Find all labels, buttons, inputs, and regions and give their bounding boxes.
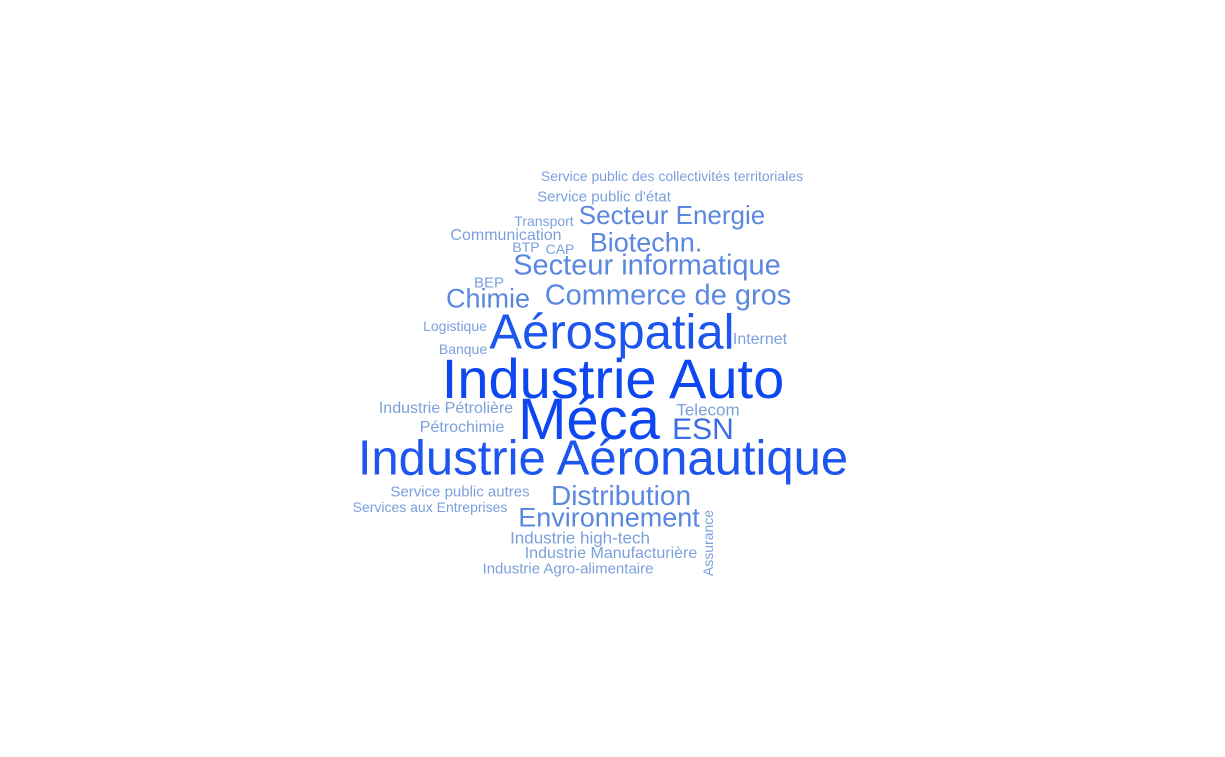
- word-industrie-high-tech: Industrie high-tech: [510, 530, 650, 547]
- word-industrie-petroliere: Industrie Pétrolière: [379, 401, 513, 417]
- word-service-public-collectivites: Service public des collectivités territo…: [541, 169, 803, 183]
- word-industrie-agro-alimentaire: Industrie Agro-alimentaire: [483, 562, 654, 577]
- word-service-public-autres: Service public autres: [390, 485, 529, 500]
- word-industrie-aeronautique: Industrie Aéronautique: [358, 435, 848, 484]
- word-services-aux-entreprises: Services aux Entreprises: [353, 500, 508, 514]
- word-assurance: Assurance: [701, 510, 715, 576]
- word-secteur-energie: Secteur Energie: [579, 202, 765, 228]
- word-secteur-informatique: Secteur informatique: [513, 252, 781, 281]
- word-transport: Transport: [514, 214, 573, 228]
- word-logistique: Logistique: [423, 319, 487, 333]
- word-environnement: Environnement: [518, 505, 700, 532]
- word-internet: Internet: [733, 332, 787, 348]
